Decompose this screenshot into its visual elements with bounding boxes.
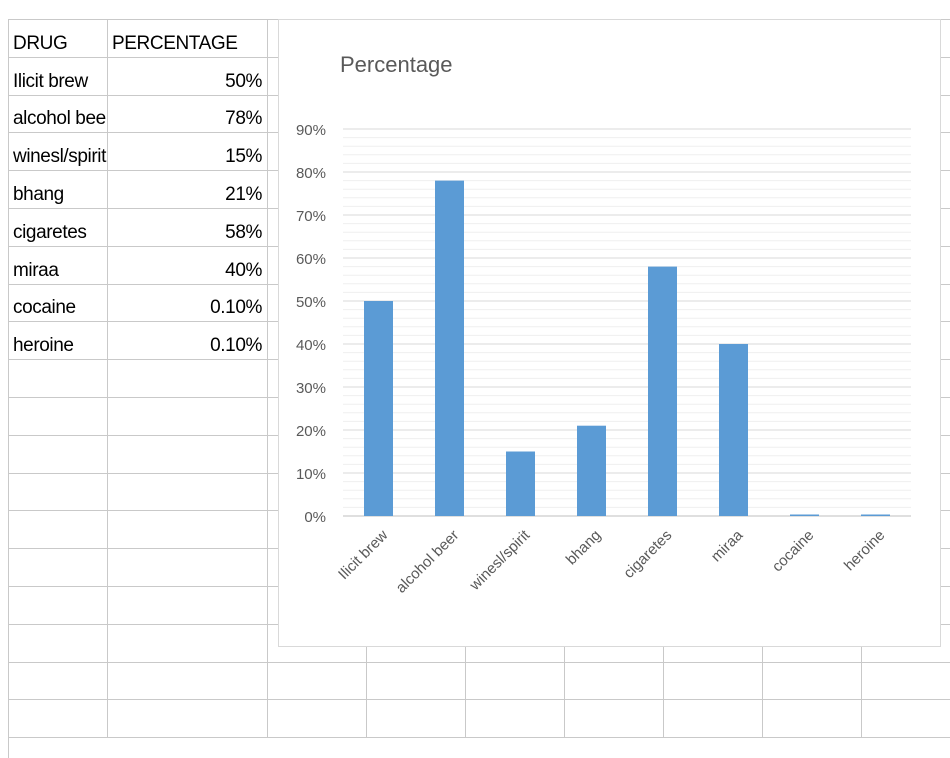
chart-area[interactable]: 0% 10% 20% 30% 40% 50% 60% 70% 80% 90% Ilicit brew…	[278, 19, 941, 647]
sheet-cell[interactable]	[862, 663, 950, 701]
sheet-cell[interactable]	[9, 700, 108, 739]
y-tick-label: 80%	[296, 165, 326, 182]
sheet-cell[interactable]	[9, 662, 108, 701]
sheet-cell[interactable]	[108, 360, 268, 398]
sheet-cell[interactable]	[268, 662, 367, 701]
sheet-cell[interactable]	[664, 662, 763, 701]
y-tick-label: 60%	[296, 251, 326, 268]
sheet-cell[interactable]	[108, 586, 268, 625]
sheet-cell[interactable]	[108, 549, 268, 587]
drug-name-cell[interactable]: alcohol beer	[9, 95, 108, 134]
sheet-cell[interactable]	[862, 625, 950, 663]
sheet-cell[interactable]	[9, 360, 108, 398]
sheet-cell[interactable]	[466, 662, 565, 701]
bar-1	[364, 301, 393, 516]
sheet-cell[interactable]	[108, 662, 268, 701]
sheet-cell[interactable]	[108, 511, 268, 550]
sheet-cell[interactable]	[108, 435, 268, 474]
sheet-cell[interactable]	[268, 700, 367, 739]
sheet-cell[interactable]	[862, 700, 950, 739]
sheet-cell[interactable]	[108, 397, 268, 436]
bar-3	[506, 451, 535, 516]
x-category-label: bhang	[563, 527, 605, 569]
drug-name-cell[interactable]: heroine	[9, 322, 108, 361]
sheet-cell[interactable]	[664, 700, 763, 739]
x-category-label: cocaine	[769, 527, 818, 576]
sheet-cell[interactable]	[565, 700, 664, 739]
bar-8	[861, 514, 890, 516]
sheet-cell[interactable]	[466, 700, 565, 739]
sheet-cell[interactable]	[9, 549, 108, 587]
sheet-cell[interactable]	[108, 473, 268, 512]
sheet-cell[interactable]	[9, 586, 108, 625]
header-drug[interactable]: DRUG	[9, 20, 108, 58]
drug-name-cell[interactable]: cocaine	[9, 284, 108, 323]
bar-7	[790, 514, 819, 516]
drug-name-cell[interactable]: Ilicit brew	[9, 57, 108, 96]
header-percentage[interactable]: PERCENTAGE	[108, 20, 268, 58]
sheet-cell[interactable]	[9, 473, 108, 512]
y-tick-label: 90%	[296, 122, 326, 139]
y-tick-label: 50%	[296, 294, 326, 311]
x-category-label: winesl/spirit	[466, 526, 534, 594]
sheet-cell[interactable]	[367, 700, 466, 739]
sheet-cell[interactable]	[565, 662, 664, 701]
percentage-cell[interactable]: 0.10%	[108, 322, 268, 361]
x-category-label: heroine	[841, 527, 888, 574]
percentage-cell[interactable]: 0.10%	[108, 284, 268, 323]
chart-title: Percentage	[340, 52, 453, 77]
sheet-cell[interactable]	[367, 662, 466, 701]
sheet-cell[interactable]	[9, 397, 108, 436]
x-category-label: cigaretes	[620, 527, 675, 582]
sheet-cell[interactable]	[108, 700, 268, 739]
y-tick-label: 40%	[296, 337, 326, 354]
y-tick-label: 0%	[304, 509, 326, 526]
drug-name-cell[interactable]: winesl/spirit	[9, 133, 108, 172]
drug-name-cell[interactable]: bhang	[9, 171, 108, 209]
bar-6	[719, 344, 748, 516]
percentage-cell[interactable]: 21%	[108, 171, 268, 209]
x-category-label: miraa	[708, 526, 747, 565]
sheet-cell[interactable]	[9, 511, 108, 550]
y-tick-label: 10%	[296, 466, 326, 483]
bar-4	[577, 425, 606, 516]
sheet-cell[interactable]	[108, 624, 268, 663]
sheet-cell[interactable]	[763, 662, 862, 701]
y-tick-label: 20%	[296, 423, 326, 440]
sheet-cell[interactable]	[763, 700, 862, 739]
drug-name-cell[interactable]: miraa	[9, 246, 108, 285]
y-tick-label: 70%	[296, 208, 326, 225]
bar-chart: 0% 10% 20% 30% 40% 50% 60% 70% 80% 90% Ilicit brew…	[296, 122, 911, 597]
percentage-cell[interactable]: 15%	[108, 133, 268, 172]
drug-name-cell[interactable]: cigaretes	[9, 208, 108, 247]
percentage-cell[interactable]: 58%	[108, 208, 268, 247]
y-tick-label: 30%	[296, 380, 326, 397]
percentage-cell[interactable]: 50%	[108, 57, 268, 96]
percentage-cell[interactable]: 40%	[108, 246, 268, 285]
bar-5	[648, 266, 677, 516]
x-category-label: alcohol beer	[393, 527, 463, 597]
percentage-cell[interactable]: 78%	[108, 95, 268, 134]
x-category-label: Ilicit brew	[335, 527, 391, 583]
sheet-cell[interactable]	[9, 624, 108, 663]
bar-2	[435, 180, 464, 516]
sheet-cell[interactable]	[9, 435, 108, 474]
